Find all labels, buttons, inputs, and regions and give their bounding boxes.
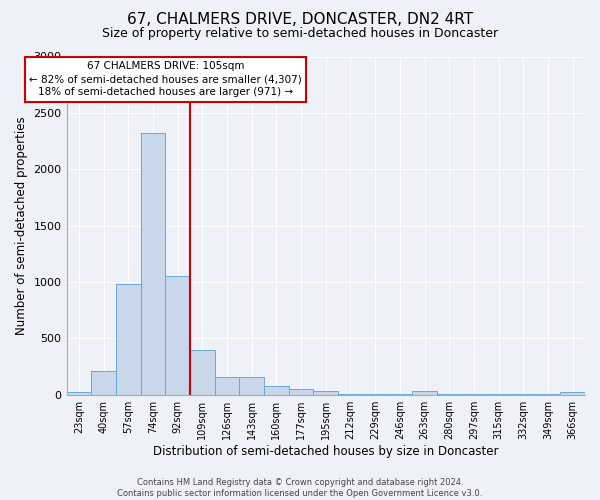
- Bar: [289, 389, 313, 394]
- Bar: [313, 392, 338, 394]
- Bar: [116, 284, 140, 395]
- Bar: [412, 392, 437, 394]
- Text: Contains HM Land Registry data © Crown copyright and database right 2024.
Contai: Contains HM Land Registry data © Crown c…: [118, 478, 482, 498]
- Bar: [91, 371, 116, 394]
- Bar: [140, 133, 165, 394]
- Bar: [67, 392, 91, 394]
- Y-axis label: Number of semi-detached properties: Number of semi-detached properties: [15, 116, 28, 335]
- Bar: [215, 376, 239, 394]
- Text: 67 CHALMERS DRIVE: 105sqm
← 82% of semi-detached houses are smaller (4,307)
18% : 67 CHALMERS DRIVE: 105sqm ← 82% of semi-…: [29, 61, 302, 98]
- Bar: [165, 276, 190, 394]
- Text: Size of property relative to semi-detached houses in Doncaster: Size of property relative to semi-detach…: [102, 28, 498, 40]
- Text: 67, CHALMERS DRIVE, DONCASTER, DN2 4RT: 67, CHALMERS DRIVE, DONCASTER, DN2 4RT: [127, 12, 473, 28]
- X-axis label: Distribution of semi-detached houses by size in Doncaster: Distribution of semi-detached houses by …: [153, 444, 499, 458]
- Bar: [264, 386, 289, 394]
- Bar: [239, 376, 264, 394]
- Bar: [560, 392, 585, 394]
- Bar: [190, 350, 215, 395]
